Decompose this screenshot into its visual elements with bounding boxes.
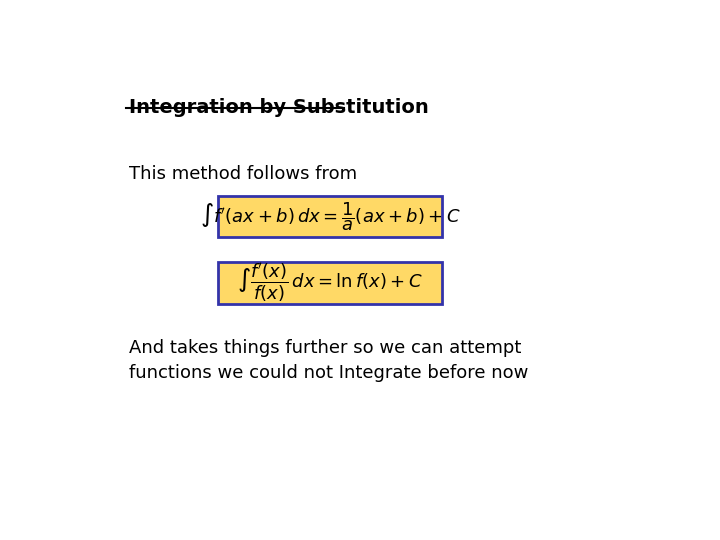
Text: $\int \dfrac{f'(x)}{f(x)}\,dx = \ln f(x)+C$: $\int \dfrac{f'(x)}{f(x)}\,dx = \ln f(x)… xyxy=(237,262,423,305)
FancyBboxPatch shape xyxy=(218,196,441,238)
Text: $\int f'(ax+b)\,dx = \dfrac{1}{a}(ax+b)+C$: $\int f'(ax+b)\,dx = \dfrac{1}{a}(ax+b)+… xyxy=(199,200,460,233)
Text: This method follows from: This method follows from xyxy=(129,165,357,183)
FancyBboxPatch shape xyxy=(218,262,441,304)
Text: And takes things further so we can attempt
functions we could not Integrate befo: And takes things further so we can attem… xyxy=(129,339,528,382)
Text: Integration by Substitution: Integration by Substitution xyxy=(129,98,429,117)
